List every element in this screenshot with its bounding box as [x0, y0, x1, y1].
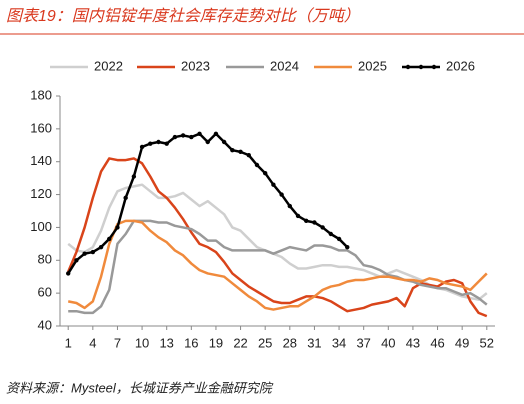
point-marker: [328, 231, 334, 237]
y-tick-label: 40: [38, 317, 52, 332]
point-marker: [90, 249, 96, 255]
source-note: 资料来源：Mysteel，长城证券产业金融研究院: [6, 380, 274, 395]
legend-label: 2023: [181, 58, 210, 73]
chart-title: 图表19：国内铝锭年度社会库存走势对比（万吨）: [6, 7, 360, 25]
point-marker: [221, 139, 227, 145]
x-tick-label: 22: [233, 335, 247, 350]
series-line: [67, 183, 488, 301]
point-marker: [107, 236, 112, 242]
point-marker: [262, 171, 268, 176]
point-marker: [82, 251, 87, 256]
point-marker: [131, 174, 137, 179]
x-tick-label: 31: [307, 335, 321, 350]
point-marker: [312, 220, 317, 225]
point-marker: [148, 141, 153, 146]
point-marker: [230, 148, 235, 153]
point-marker: [205, 139, 210, 145]
x-tick-label: 13: [159, 335, 173, 350]
point-marker: [172, 134, 178, 140]
point-marker: [279, 192, 284, 197]
point-marker: [336, 236, 342, 242]
legend-marker: [405, 64, 411, 70]
y-tick-label: 160: [30, 120, 52, 135]
series-line: [67, 219, 488, 311]
point-marker: [189, 134, 194, 140]
point-marker: [180, 133, 186, 138]
x-tick-label: 7: [114, 335, 121, 350]
point-marker: [287, 203, 293, 209]
point-marker: [246, 152, 251, 158]
y-tick-label: 140: [30, 153, 52, 168]
legend-label: 2024: [270, 58, 299, 73]
x-tick-label: 52: [480, 335, 494, 350]
point-marker: [197, 131, 202, 136]
y-tick-label: 120: [30, 186, 52, 201]
point-marker: [98, 244, 104, 250]
point-marker: [66, 271, 71, 276]
x-tick-label: 28: [283, 335, 297, 350]
x-tick-label: 19: [209, 335, 223, 350]
series-line: [68, 219, 488, 315]
point-marker: [304, 218, 309, 224]
point-marker: [295, 213, 301, 219]
legend-label: 2022: [94, 58, 123, 73]
x-tick-label: 34: [332, 335, 346, 350]
point-marker: [238, 149, 243, 155]
x-tick-label: 16: [184, 335, 198, 350]
legend-label: 2026: [446, 58, 475, 73]
point-marker: [115, 225, 120, 230]
legend-label: 2025: [358, 58, 387, 73]
y-tick-label: 80: [38, 252, 52, 267]
point-marker: [156, 139, 161, 145]
point-marker: [320, 225, 325, 230]
x-tick-label: 46: [430, 335, 444, 350]
legend-marker: [431, 64, 437, 70]
point-marker: [123, 195, 128, 201]
y-tick-label: 60: [38, 285, 52, 300]
legend-marker: [418, 64, 424, 70]
point-marker: [213, 131, 219, 136]
x-tick-label: 4: [89, 335, 96, 350]
x-tick-label: 43: [406, 335, 420, 350]
x-tick-label: 25: [258, 335, 272, 350]
point-marker: [254, 162, 260, 168]
point-marker: [271, 182, 276, 187]
point-marker: [345, 244, 350, 250]
y-tick-label: 180: [30, 87, 52, 102]
x-tick-label: 10: [135, 335, 149, 350]
y-tick-label: 100: [30, 219, 52, 234]
point-marker: [74, 258, 79, 263]
x-tick-label: 49: [455, 335, 469, 350]
point-marker: [164, 141, 169, 146]
x-tick-label: 37: [356, 335, 370, 350]
x-tick-label: 40: [381, 335, 395, 350]
point-marker: [139, 144, 145, 150]
x-tick-label: 1: [65, 335, 72, 350]
